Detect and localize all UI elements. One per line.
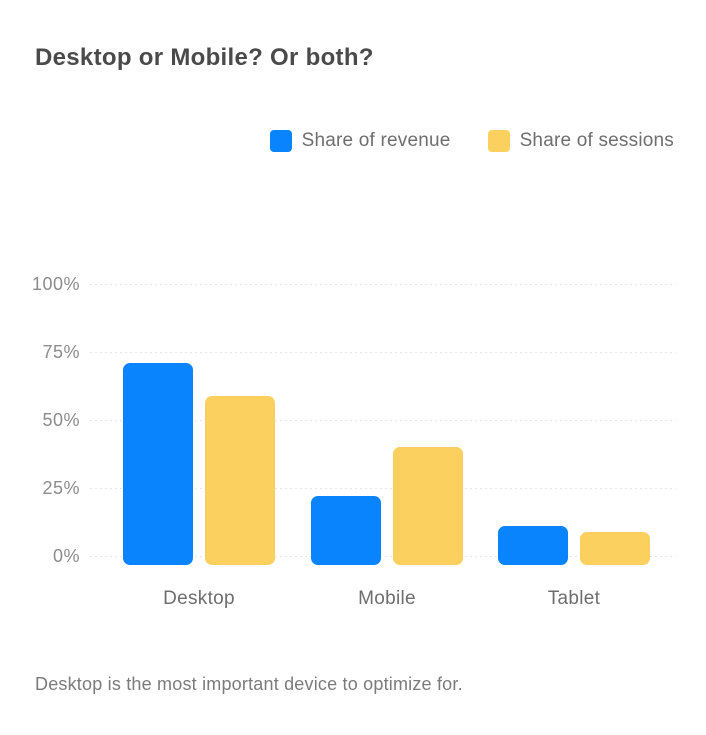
y-axis-tick-label: 75% [42,342,80,362]
chart-caption: Desktop is the most important device to … [35,674,463,694]
bar-share-of-sessions-desktop [205,395,275,565]
gridline-25 [90,488,676,489]
x-axis-label-tablet: Tablet [547,588,601,609]
y-axis-tick-label: 100% [31,274,80,294]
x-axis-label-desktop: Desktop [163,588,235,609]
y-axis-tick-label: 25% [42,478,80,498]
gridline-75 [90,352,676,353]
y-axis-tick-label: 0% [52,546,80,566]
legend-label: Share of revenue [301,130,451,151]
legend-item-share-of-sessions[interactable]: Share of sessions [487,130,674,152]
bar-share-of-revenue-tablet [498,526,568,565]
bar-share-of-revenue-desktop [123,362,193,565]
legend-swatch-share-of-revenue [269,130,292,152]
gridline-50 [90,420,676,421]
gridline-100 [90,284,676,285]
x-axis-label-mobile: Mobile [358,588,416,609]
chart-title: Desktop or Mobile? Or both? [35,44,374,71]
y-axis-tick-label: 50% [42,410,80,430]
legend-swatch-share-of-sessions [487,130,510,152]
legend-item-share-of-revenue[interactable]: Share of revenue [269,130,451,152]
bar-share-of-revenue-mobile [311,496,381,565]
bar-share-of-sessions-tablet [580,531,650,565]
gridline-0 [90,556,676,557]
legend-label: Share of sessions [519,130,674,151]
bar-share-of-sessions-mobile [393,447,463,565]
legend: Share of revenue Share of sessions [269,130,674,152]
